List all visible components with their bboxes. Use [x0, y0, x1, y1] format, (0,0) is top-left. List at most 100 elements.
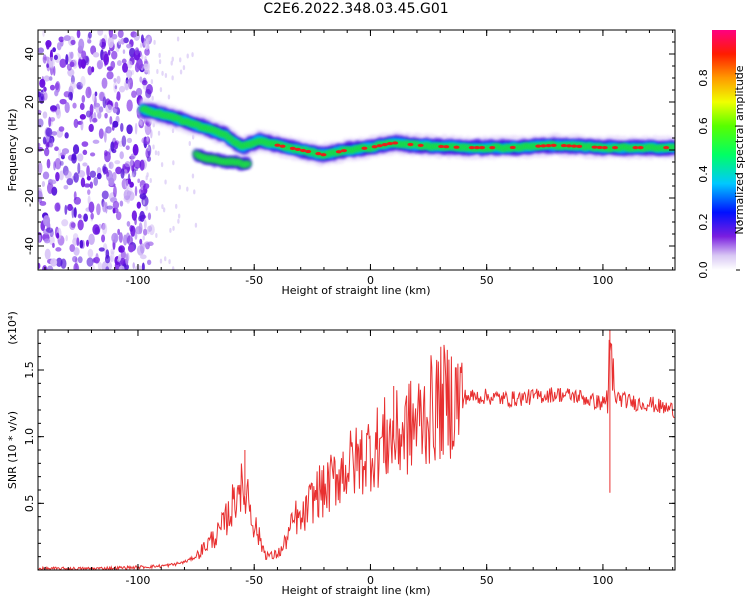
noise-blob: [55, 171, 60, 182]
noise-blob: [61, 219, 69, 227]
noise-blob: [52, 242, 55, 248]
noise-blob: [67, 203, 73, 212]
noise-blob: [121, 135, 127, 147]
noise-blob: [53, 161, 56, 171]
noise-speck: [154, 150, 158, 156]
noise-blob: [46, 158, 51, 169]
noise-blob: [38, 142, 41, 148]
noise-blob: [127, 244, 135, 253]
noise-blob: [112, 200, 120, 210]
noise-blob: [83, 183, 91, 188]
noise-blob: [54, 82, 60, 91]
trace-core: [392, 141, 399, 145]
trace-core: [479, 146, 486, 150]
noise-blob: [46, 182, 54, 194]
noise-blob: [116, 75, 121, 85]
noise-blob: [102, 201, 107, 213]
noise-blob: [135, 87, 143, 97]
colorbar-tick-label: 0.6: [697, 117, 710, 135]
noise-speck: [182, 65, 186, 71]
noise-blob: [79, 239, 84, 249]
noise-blob: [80, 75, 86, 87]
noise-blob: [101, 77, 108, 89]
noise-speck: [171, 56, 174, 62]
y-tick-label: 1.5: [23, 361, 36, 379]
noise-blob: [100, 38, 106, 50]
noise-blob: [45, 40, 52, 48]
noise-blob: [119, 200, 124, 207]
noise-blob: [118, 265, 125, 270]
noise-blob: [119, 257, 126, 266]
noise-blob: [80, 177, 86, 188]
noise-blob: [110, 60, 116, 70]
noise-blob: [91, 264, 96, 270]
trace-core: [274, 143, 281, 147]
noise-blob: [146, 156, 152, 162]
noise-blob: [78, 38, 85, 51]
noise-blob: [58, 36, 65, 43]
x-tick-label: -100: [125, 274, 150, 287]
noise-blob: [126, 124, 133, 135]
noise-blob: [139, 210, 145, 223]
noise-blob: [118, 85, 126, 93]
noise-speck: [178, 184, 181, 190]
noise-blob: [65, 54, 69, 65]
noise-speck: [172, 225, 175, 231]
noise-speck: [144, 124, 147, 130]
colorbar-gradient: [712, 30, 736, 270]
y-tick-label: 0.5: [23, 495, 36, 513]
noise-speck: [160, 162, 164, 168]
noise-blob: [108, 177, 115, 187]
noise-blob: [71, 154, 77, 164]
noise-blob: [143, 228, 148, 236]
noise-blob: [133, 32, 140, 41]
noise-blob: [56, 42, 62, 51]
noise-blob: [113, 78, 117, 83]
trace-core: [596, 145, 603, 150]
noise-blob: [71, 206, 75, 219]
noise-speck: [170, 60, 173, 66]
noise-blob: [122, 62, 129, 73]
noise-blob: [114, 85, 118, 90]
noise-blob: [98, 91, 105, 102]
noise-blob: [113, 141, 119, 150]
noise-blob: [54, 158, 62, 170]
noise-speck: [159, 87, 163, 93]
noise-blob: [38, 118, 44, 128]
noise-speck: [177, 213, 181, 219]
x-tick-label: -100: [125, 574, 150, 587]
noise-blob: [118, 232, 123, 243]
noise-blob: [140, 243, 145, 254]
noise-blob: [63, 35, 71, 42]
x-tick-label: 0: [367, 574, 374, 587]
noise-blob: [141, 262, 145, 270]
noise-blob: [125, 145, 130, 151]
trace-core: [509, 145, 516, 150]
trace-core: [545, 144, 552, 148]
trace-core: [632, 146, 639, 150]
noise-blob: [131, 90, 137, 98]
noise-speck: [138, 119, 142, 125]
noise-speck: [145, 205, 148, 211]
noise-blob: [55, 247, 62, 252]
noise-blob: [87, 195, 91, 205]
noise-blob: [54, 89, 59, 97]
trace-core: [289, 146, 296, 150]
snr-y-axis-label: SNR (10 * v/v): [6, 411, 19, 489]
noise-blob: [92, 139, 100, 144]
trace-core: [386, 141, 393, 146]
trace-green: [671, 144, 675, 150]
noise-blob: [144, 48, 150, 56]
noise-blob: [69, 61, 75, 68]
noise-blob: [134, 167, 138, 172]
noise-blob: [116, 91, 121, 101]
noise-blob: [134, 186, 138, 197]
noise-blob: [111, 50, 118, 60]
noise-blob: [86, 165, 90, 177]
noise-blob: [118, 245, 125, 253]
trace-core: [453, 145, 460, 149]
noise-blob: [97, 30, 104, 36]
y-tick-label: 20: [23, 95, 36, 109]
noise-blob: [126, 99, 133, 112]
trace-core: [340, 149, 347, 153]
